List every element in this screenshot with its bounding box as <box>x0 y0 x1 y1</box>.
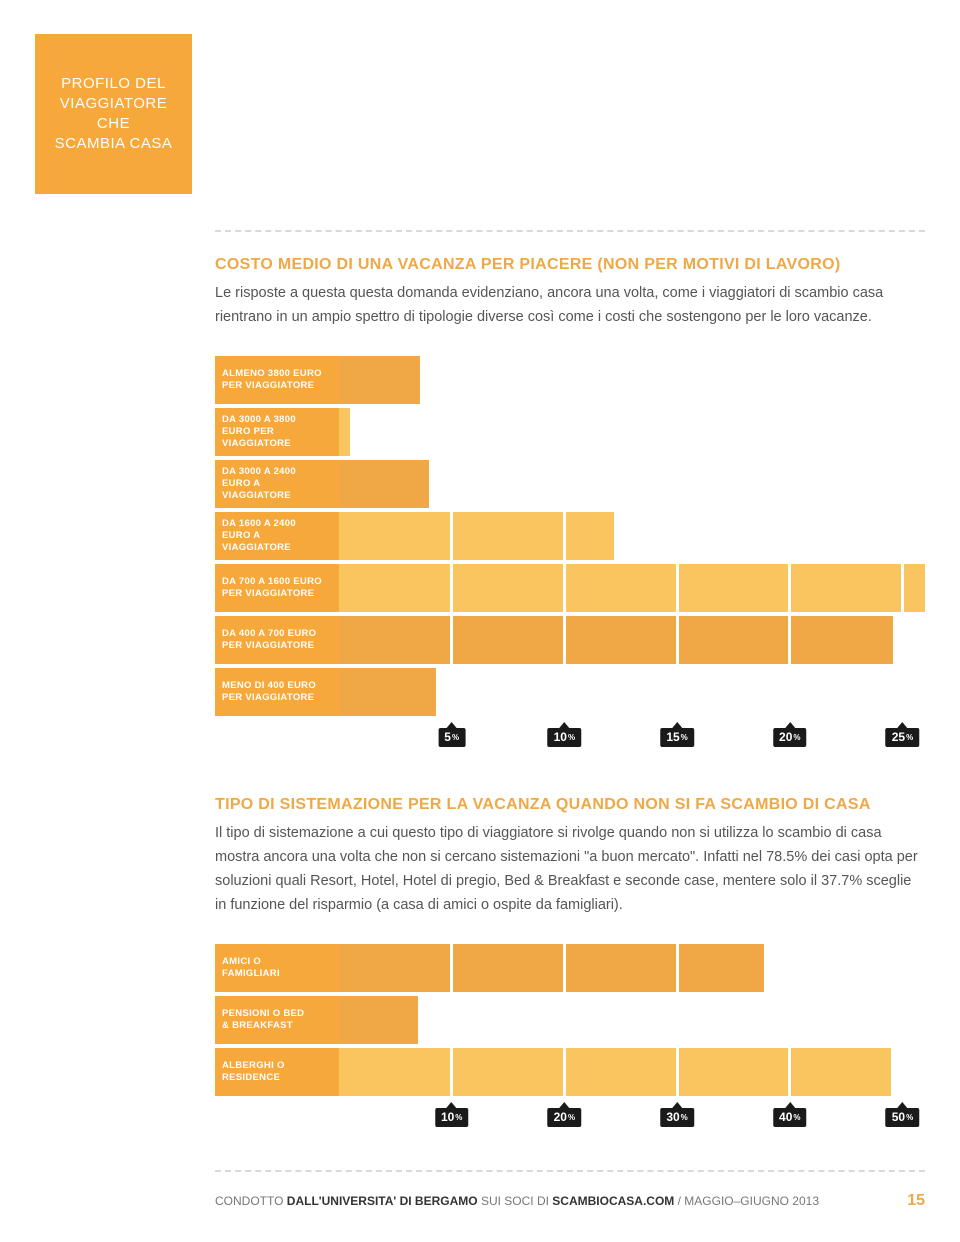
chart-bar-area <box>339 996 925 1044</box>
chart-row-label: ALMENO 3800 EUROPER VIAGGIATORE <box>215 356 339 404</box>
chart-row-label: DA 1600 A 2400EURO AVIAGGIATORE <box>215 512 339 560</box>
chart-row-label: DA 400 A 700 EUROPER VIAGGIATORE <box>215 616 339 664</box>
chart-bar <box>339 944 764 992</box>
page-footer: CONDOTTO DALL'UNIVERSITA' DI BERGAMO SUI… <box>215 1192 925 1210</box>
footer-bold: DALL'UNIVERSITA' DI BERGAMO <box>287 1194 478 1208</box>
chart-bar <box>339 668 436 716</box>
chart-bar-area <box>339 1048 925 1096</box>
footer-credit: CONDOTTO DALL'UNIVERSITA' DI BERGAMO SUI… <box>215 1194 819 1208</box>
hero-line: PROFILO DEL <box>45 74 182 94</box>
axis-tick: 30% <box>660 1102 693 1127</box>
hero-title-box: PROFILO DEL VIAGGIATORE CHE SCAMBIA CASA <box>35 34 192 194</box>
chart-row: DA 1600 A 2400EURO AVIAGGIATORE <box>215 512 925 560</box>
chart-row: MENO DI 400 EUROPER VIAGGIATORE <box>215 668 925 716</box>
section1-body: Le risposte a questa questa domanda evid… <box>215 282 925 330</box>
chart-cost: ALMENO 3800 EUROPER VIAGGIATOREDA 3000 A… <box>215 356 925 716</box>
chart-bar <box>339 1048 891 1096</box>
chart-bar <box>339 616 893 664</box>
chart-row: ALBERGHI ORESIDENCE <box>215 1048 925 1096</box>
chart-row-label: MENO DI 400 EUROPER VIAGGIATORE <box>215 668 339 716</box>
chart-bar <box>339 512 614 560</box>
footer-brand: SCAMBIOCASA.COM <box>552 1194 674 1208</box>
chart-row: PENSIONI O BED& BREAKFAST <box>215 996 925 1044</box>
axis-tick: 40% <box>773 1102 806 1127</box>
chart-bar-area <box>339 944 925 992</box>
chart-bar-area <box>339 668 925 716</box>
divider <box>215 230 925 232</box>
chart-row: AMICI OFAMIGLIARI <box>215 944 925 992</box>
chart-bar <box>339 356 420 404</box>
axis-tick: 25% <box>886 722 919 747</box>
chart-row-label: PENSIONI O BED& BREAKFAST <box>215 996 339 1044</box>
chart-row-label: AMICI OFAMIGLIARI <box>215 944 339 992</box>
chart-bar-area <box>339 356 925 404</box>
divider <box>215 1170 925 1172</box>
chart-bar-area <box>339 512 925 560</box>
chart-bar-area <box>339 616 925 664</box>
page-number: 15 <box>907 1192 925 1210</box>
chart-row-label: ALBERGHI ORESIDENCE <box>215 1048 339 1096</box>
axis-tick: 10% <box>548 722 581 747</box>
chart-axis: 10% 20% 30% 40% 50% <box>339 1102 925 1124</box>
chart-bar-area <box>339 408 925 456</box>
axis-tick: 20% <box>548 1102 581 1127</box>
chart-rows: AMICI OFAMIGLIARIPENSIONI O BED& BREAKFA… <box>215 944 925 1096</box>
chart-bar-area <box>339 564 925 612</box>
chart-bar <box>339 408 350 456</box>
footer-mid: SUI SOCI DI <box>478 1194 553 1208</box>
axis-tick: 10% <box>435 1102 468 1127</box>
footer-suffix: / MAGGIO–GIUGNO 2013 <box>674 1194 819 1208</box>
chart-row-label: DA 700 A 1600 EUROPER VIAGGIATORE <box>215 564 339 612</box>
hero-line: SCAMBIA CASA <box>45 134 182 154</box>
hero-line: VIAGGIATORE CHE <box>45 94 182 135</box>
chart-row: DA 3000 A 3800EURO PERVIAGGIATORE <box>215 408 925 456</box>
axis-tick: 50% <box>886 1102 919 1127</box>
page-content: COSTO MEDIO DI UNA VACANZA PER PIACERE (… <box>215 230 925 1210</box>
chart-bar-area <box>339 460 925 508</box>
chart-rows: ALMENO 3800 EUROPER VIAGGIATOREDA 3000 A… <box>215 356 925 716</box>
chart-bar <box>339 996 418 1044</box>
section2-body: Il tipo di sistemazione a cui questo tip… <box>215 822 925 918</box>
chart-row-label: DA 3000 A 2400EURO AVIAGGIATORE <box>215 460 339 508</box>
chart-bar <box>339 564 925 612</box>
chart-row: DA 400 A 700 EUROPER VIAGGIATORE <box>215 616 925 664</box>
axis-tick: 20% <box>773 722 806 747</box>
chart-row: DA 700 A 1600 EUROPER VIAGGIATORE <box>215 564 925 612</box>
footer-prefix: CONDOTTO <box>215 1194 287 1208</box>
axis-tick: 5% <box>438 722 465 747</box>
chart-row: DA 3000 A 2400EURO AVIAGGIATORE <box>215 460 925 508</box>
section1-title: COSTO MEDIO DI UNA VACANZA PER PIACERE (… <box>215 256 925 274</box>
chart-axis: 5% 10% 15% 20% 25% <box>339 722 925 744</box>
section2-title: TIPO DI SISTEMAZIONE PER LA VACANZA QUAN… <box>215 796 925 814</box>
chart-accommodation: AMICI OFAMIGLIARIPENSIONI O BED& BREAKFA… <box>215 944 925 1096</box>
chart-bar <box>339 460 429 508</box>
chart-row-label: DA 3000 A 3800EURO PERVIAGGIATORE <box>215 408 339 456</box>
axis-tick: 15% <box>660 722 693 747</box>
chart-row: ALMENO 3800 EUROPER VIAGGIATORE <box>215 356 925 404</box>
